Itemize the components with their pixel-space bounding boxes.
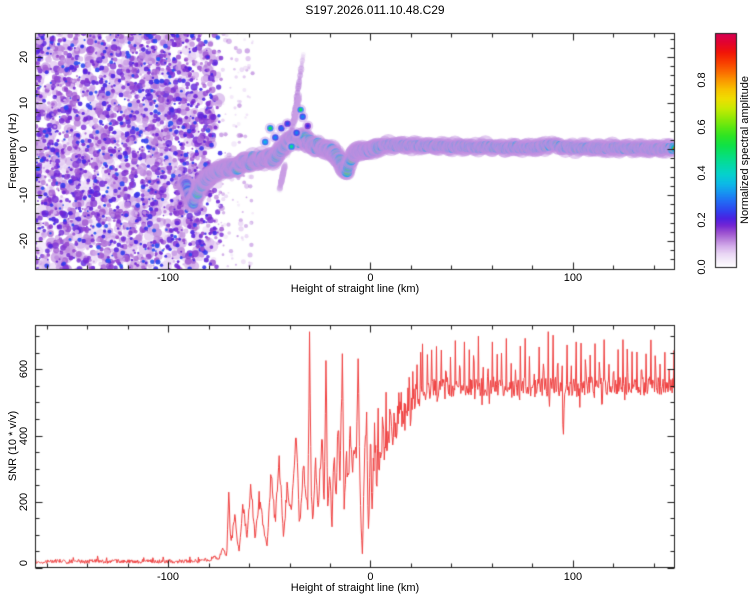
top-y-tick-label: 10 [18, 96, 30, 110]
bottom-x-tick-label: 100 [563, 571, 583, 583]
bottom-x-axis-label: Height of straight line (km) [290, 582, 420, 594]
bottom-y-tick-label: 600 [18, 360, 30, 379]
colorbar-tick-label: 0.4 [696, 165, 708, 182]
top-y-tick-label: 20 [18, 50, 30, 64]
top-y-tick-label: -20 [18, 233, 30, 249]
figure-title: S197.2026.011.10.48.C29 [305, 3, 445, 17]
top-y-tick-label: -10 [18, 187, 30, 203]
colorbar-tick-label: 0.8 [696, 72, 708, 88]
colorbar-tick-label: 0.2 [696, 212, 708, 228]
bottom-y-axis-label: SNR (10 * v/v) [7, 410, 19, 482]
top-x-tick-label: 100 [563, 272, 583, 284]
bottom-y-tick-label: 400 [18, 426, 30, 445]
colorbar-label: Normalized spectral amplitude [739, 76, 750, 224]
top-y-tick-label: 0 [18, 145, 30, 153]
bottom-x-tick-label: -100 [157, 571, 180, 583]
bottom-y-tick-label: 200 [18, 492, 30, 511]
colorbar-tick-label: 0.0 [696, 259, 708, 275]
top-x-tick-label: -100 [157, 272, 180, 284]
top-x-tick-label: 0 [367, 272, 374, 284]
bottom-y-tick-label: 0 [18, 559, 30, 567]
top-x-axis-label: Height of straight line (km) [290, 283, 420, 295]
bottom-x-tick-label: 0 [367, 571, 374, 583]
colorbar-tick-label: 0.6 [696, 118, 708, 135]
